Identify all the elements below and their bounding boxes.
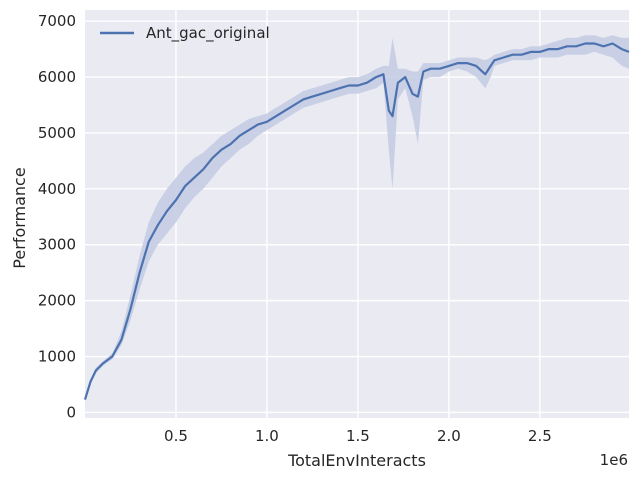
- x-tick-label: 1.5: [346, 427, 370, 445]
- y-tick-label: 6000: [38, 68, 76, 86]
- legend: Ant_gac_original: [100, 24, 270, 43]
- y-tick-label: 4000: [38, 180, 76, 198]
- y-axis-label: Performance: [10, 167, 29, 268]
- x-tick-label: 2.0: [437, 427, 461, 445]
- x-offset-label: 1e6: [600, 451, 628, 469]
- x-axis-label: TotalEnvInteracts: [287, 451, 426, 470]
- y-tick-label: 5000: [38, 124, 76, 142]
- y-tick-label: 7000: [38, 12, 76, 30]
- x-tick-label: 1.0: [255, 427, 279, 445]
- x-tick-label: 0.5: [164, 427, 188, 445]
- x-tick-label: 2.5: [528, 427, 552, 445]
- y-tick-label: 2000: [38, 292, 76, 310]
- x-tick-labels: 0.5 1.0 1.5 2.0 2.5: [164, 427, 552, 445]
- y-tick-label: 3000: [38, 236, 76, 254]
- series-line: [83, 42, 630, 400]
- y-tick-label: 0: [66, 403, 76, 421]
- legend-label: Ant_gac_original: [146, 24, 270, 43]
- y-tick-labels: 0 1000 2000 3000 4000 5000 6000 7000: [38, 12, 76, 421]
- series-lines: [83, 42, 630, 400]
- y-tick-label: 1000: [38, 348, 76, 366]
